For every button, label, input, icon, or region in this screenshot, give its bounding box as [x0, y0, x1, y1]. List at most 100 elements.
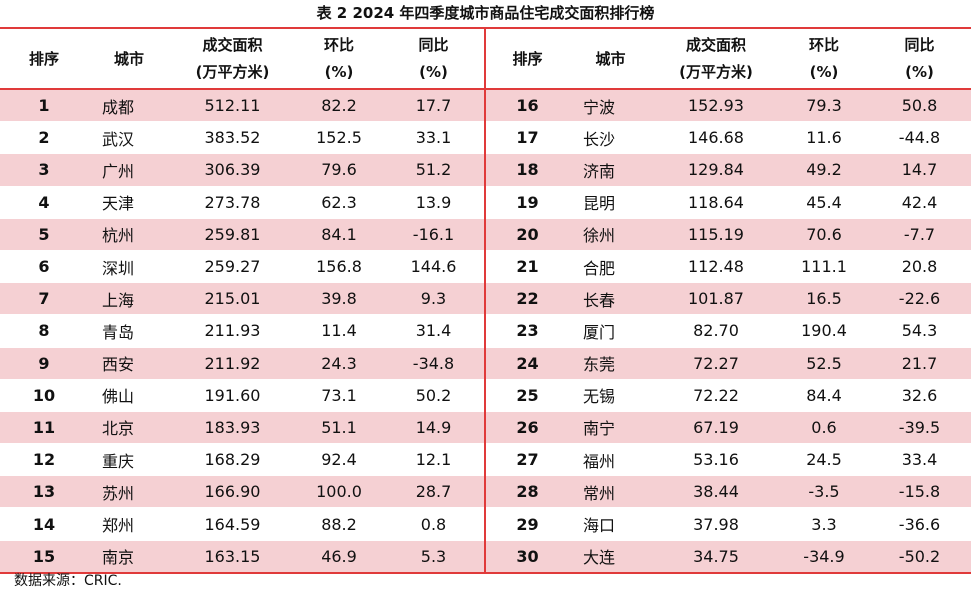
yoy-cell: -44.8 [868, 121, 971, 155]
mom-cell: 79.6 [295, 153, 383, 187]
mom-cell: 16.5 [780, 282, 868, 316]
city-cell: 常州 [569, 475, 652, 509]
area-cell: 67.19 [652, 411, 780, 445]
header-mom-line1: 环比 [323, 36, 354, 54]
mom-cell: 0.6 [780, 411, 868, 445]
area-cell: 306.39 [170, 153, 295, 187]
area-cell: 118.64 [652, 186, 780, 219]
rank-cell: 11 [0, 411, 88, 445]
mom-cell: 24.3 [295, 347, 383, 380]
rank-cell: 20 [485, 218, 569, 251]
yoy-cell: 9.3 [383, 282, 486, 316]
yoy-cell: 42.4 [868, 186, 971, 219]
table-body: 1 成都 512.11 82.2 17.7 16 宁波 152.93 79.3 50.8 2 武汉 38… [0, 89, 971, 574]
rank-cell: 29 [485, 507, 569, 541]
table-row: 4 天津 273.78 62.3 13.9 19 昆明 118.64 45.4 42.4 [0, 186, 971, 219]
rank-cell: 15 [0, 540, 88, 574]
yoy-cell: -50.2 [868, 540, 971, 574]
city-cell: 福州 [569, 443, 652, 477]
area-cell: 37.98 [652, 507, 780, 541]
mom-cell: 51.1 [295, 411, 383, 445]
mom-cell: -3.5 [780, 475, 868, 509]
mom-cell: 3.3 [780, 507, 868, 541]
table-row: 11 北京 183.93 51.1 14.9 26 南宁 67.19 0.6 -39.5 [0, 411, 971, 445]
yoy-cell: 0.8 [383, 507, 486, 541]
table-row: 13 苏州 166.90 100.0 28.7 28 常州 38.44 -3.5 -15.8 [0, 475, 971, 509]
header-mom-line1: 环比 [808, 36, 839, 54]
header-yoy-line2: (%) [905, 63, 934, 81]
mom-cell: 92.4 [295, 443, 383, 477]
area-cell: 115.19 [652, 218, 780, 251]
rank-cell: 22 [485, 282, 569, 316]
header-yoy-line1: 同比 [904, 36, 935, 54]
area-cell: 211.93 [170, 314, 295, 348]
area-cell: 152.93 [652, 89, 780, 123]
city-cell: 佛山 [88, 379, 170, 412]
yoy-cell: 17.7 [383, 89, 486, 123]
mom-cell: 152.5 [295, 121, 383, 155]
city-cell: 合肥 [569, 250, 652, 284]
yoy-cell: 12.1 [383, 443, 486, 477]
mom-cell: 11.4 [295, 314, 383, 348]
rank-cell: 23 [485, 314, 569, 348]
data-source-note: 数据来源：CRIC. [14, 573, 122, 589]
table-row: 15 南京 163.15 46.9 5.3 30 大连 34.75 -34.9 -50.2 [0, 540, 971, 574]
yoy-cell: 54.3 [868, 314, 971, 348]
city-cell: 西安 [88, 347, 170, 380]
city-cell: 杭州 [88, 218, 170, 251]
yoy-cell: 31.4 [383, 314, 486, 348]
yoy-cell: -16.1 [383, 218, 486, 251]
mom-cell: 49.2 [780, 153, 868, 187]
header-yoy: 同比 (%) [868, 27, 971, 90]
rank-cell: 24 [485, 347, 569, 380]
mom-cell: 45.4 [780, 186, 868, 219]
rank-cell: 14 [0, 507, 88, 541]
table-row: 3 广州 306.39 79.6 51.2 18 济南 129.84 49.2 14.7 [0, 153, 971, 187]
header-rank: 排序 [0, 27, 88, 90]
yoy-cell: 33.4 [868, 443, 971, 477]
header-city: 城市 [88, 27, 170, 90]
city-cell: 深圳 [88, 250, 170, 284]
area-cell: 101.87 [652, 282, 780, 316]
city-cell: 南宁 [569, 411, 652, 445]
mom-cell: 62.3 [295, 186, 383, 219]
yoy-cell: -36.6 [868, 507, 971, 541]
mom-cell: -34.9 [780, 540, 868, 574]
city-cell: 重庆 [88, 443, 170, 477]
yoy-cell: 28.7 [383, 475, 486, 509]
yoy-cell: -22.6 [868, 282, 971, 316]
city-cell: 海口 [569, 507, 652, 541]
rank-cell: 28 [485, 475, 569, 509]
yoy-cell: 33.1 [383, 121, 486, 155]
city-cell: 宁波 [569, 89, 652, 123]
table-row: 9 西安 211.92 24.3 -34.8 24 东莞 72.27 52.5 21.7 [0, 347, 971, 380]
yoy-cell: 13.9 [383, 186, 486, 219]
yoy-cell: 14.7 [868, 153, 971, 187]
rank-cell: 19 [485, 186, 569, 219]
mom-cell: 79.3 [780, 89, 868, 123]
header-mom-line2: (%) [809, 63, 839, 81]
yoy-cell: 32.6 [868, 379, 971, 412]
area-cell: 146.68 [652, 121, 780, 155]
city-cell: 上海 [88, 282, 170, 316]
rank-cell: 13 [0, 475, 88, 509]
table-row: 14 郑州 164.59 88.2 0.8 29 海口 37.98 3.3 -36.6 [0, 507, 971, 541]
table-row: 1 成都 512.11 82.2 17.7 16 宁波 152.93 79.3 50.8 [0, 89, 971, 123]
area-cell: 163.15 [170, 540, 295, 574]
rank-cell: 26 [485, 411, 569, 445]
ranking-table: 排序 城市 成交面积 (万平方米) 环比 (%) 同比 (%) 排序 城市 成交面积 (… [0, 27, 971, 574]
area-cell: 72.22 [652, 379, 780, 412]
yoy-cell: 21.7 [868, 347, 971, 380]
rank-cell: 21 [485, 250, 569, 284]
table-row: 8 青岛 211.93 11.4 31.4 23 厦门 82.70 190.4 54.3 [0, 314, 971, 348]
mom-cell: 84.1 [295, 218, 383, 251]
table-row: 5 杭州 259.81 84.1 -16.1 20 徐州 115.19 70.6 -7.7 [0, 218, 971, 251]
table-header-row: 排序 城市 成交面积 (万平方米) 环比 (%) 同比 (%) 排序 城市 成交面积 (… [0, 27, 971, 90]
area-cell: 112.48 [652, 250, 780, 284]
mom-cell: 190.4 [780, 314, 868, 348]
header-area: 成交面积 (万平方米) [170, 27, 295, 90]
area-cell: 383.52 [170, 121, 295, 155]
rank-cell: 16 [485, 89, 569, 123]
header-mom-line2: (%) [324, 63, 354, 81]
header-yoy: 同比 (%) [383, 27, 486, 90]
